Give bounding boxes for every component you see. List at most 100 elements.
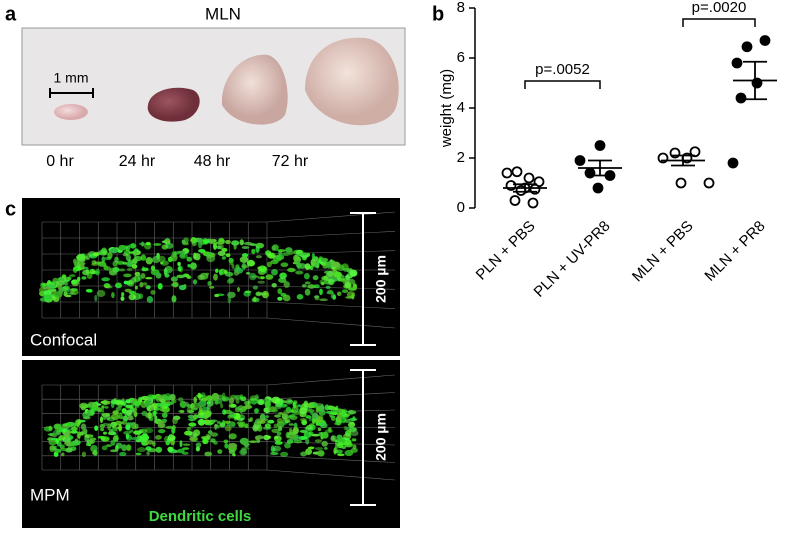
cell xyxy=(346,291,356,299)
cell xyxy=(70,288,78,292)
cell xyxy=(153,410,157,417)
cell xyxy=(123,250,131,255)
cell xyxy=(128,293,136,301)
cell xyxy=(177,448,185,454)
cell xyxy=(140,254,147,261)
cell xyxy=(267,252,276,259)
cell xyxy=(348,287,357,291)
cell xyxy=(182,443,191,446)
cell xyxy=(165,440,170,446)
cell xyxy=(213,242,217,250)
cell xyxy=(207,430,213,435)
cell xyxy=(114,256,119,263)
cell xyxy=(136,430,141,436)
cell xyxy=(230,403,237,408)
cell xyxy=(208,239,216,245)
significance-bracket xyxy=(524,80,601,89)
x-tick-label: MLN + PBS xyxy=(629,218,697,286)
cell xyxy=(243,440,249,448)
cell xyxy=(216,245,222,250)
cell xyxy=(66,422,71,428)
cell xyxy=(126,261,134,267)
cell xyxy=(228,433,237,440)
cell xyxy=(309,265,314,271)
cell xyxy=(195,442,202,448)
cell xyxy=(91,260,97,265)
cell xyxy=(324,404,330,411)
cell xyxy=(327,270,334,277)
cell xyxy=(125,404,134,408)
cell xyxy=(311,252,315,260)
cell xyxy=(229,414,237,417)
cell xyxy=(330,412,339,415)
cell xyxy=(296,404,302,408)
cell xyxy=(64,294,72,298)
data-point xyxy=(501,167,513,179)
cell xyxy=(146,296,154,303)
lymph-node xyxy=(54,104,88,120)
cell xyxy=(193,396,197,404)
cell xyxy=(121,420,128,425)
cell xyxy=(223,439,229,444)
panel-label: b xyxy=(432,3,444,25)
cell xyxy=(241,246,250,249)
cell xyxy=(145,257,153,265)
y-tick-label: 6 xyxy=(457,49,465,66)
cell xyxy=(178,284,187,291)
cell xyxy=(287,400,294,403)
cell xyxy=(251,248,256,255)
cell xyxy=(195,446,200,452)
cell xyxy=(348,421,356,428)
timepoint-label: 48 hr xyxy=(194,153,231,170)
cell xyxy=(49,446,54,450)
cell xyxy=(229,397,235,404)
cell xyxy=(125,424,131,431)
cell xyxy=(63,431,71,438)
cell xyxy=(292,410,301,416)
data-point xyxy=(523,172,535,184)
cell xyxy=(191,402,200,410)
cell xyxy=(57,280,65,286)
cell xyxy=(314,439,323,443)
cell xyxy=(299,418,307,422)
cell xyxy=(213,273,218,281)
cell xyxy=(172,425,176,430)
cell xyxy=(77,419,81,426)
scale-label: 1 mm xyxy=(54,70,89,86)
cell xyxy=(96,289,106,298)
cell xyxy=(252,285,258,290)
cell xyxy=(94,294,98,302)
cell xyxy=(186,256,192,262)
cell xyxy=(54,291,63,298)
cell xyxy=(293,254,299,262)
cell xyxy=(265,274,274,280)
cell xyxy=(115,282,122,289)
cell xyxy=(336,291,342,297)
cell xyxy=(102,422,109,427)
cell xyxy=(146,242,151,246)
cell xyxy=(172,417,179,425)
cell xyxy=(317,427,322,432)
cell xyxy=(165,425,174,429)
scale-label: 200 µm xyxy=(373,255,389,303)
cell xyxy=(328,278,335,286)
cell xyxy=(320,422,328,429)
cell xyxy=(304,288,311,296)
cell xyxy=(161,412,168,418)
cell xyxy=(111,292,115,299)
grid-line xyxy=(266,392,396,400)
cell xyxy=(239,394,244,402)
cell xyxy=(146,439,154,445)
cell xyxy=(110,439,116,446)
cell xyxy=(173,251,177,258)
cell xyxy=(249,395,259,400)
cell xyxy=(54,424,59,430)
cell xyxy=(127,267,133,272)
cell xyxy=(207,420,215,425)
cell xyxy=(333,271,342,278)
cell xyxy=(349,269,358,277)
cell xyxy=(154,435,162,440)
cell xyxy=(337,453,345,457)
cell xyxy=(100,416,103,423)
